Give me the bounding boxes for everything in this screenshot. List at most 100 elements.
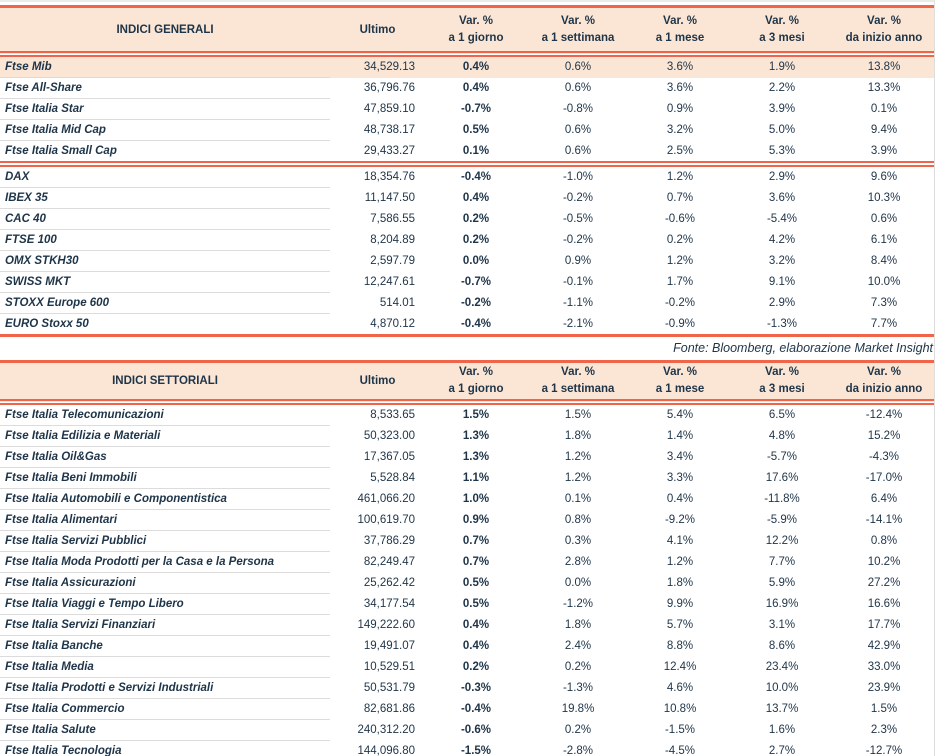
col-header-line1: Var. % xyxy=(867,366,901,378)
var-1-mese-cell: 3.4% xyxy=(666,451,694,463)
col-header-line2: a 1 mese xyxy=(655,383,705,395)
var-1-settimana-cell: 1.2% xyxy=(564,451,592,463)
var-3-mesi-cell: 1.6% xyxy=(768,724,796,736)
col-header-line1: Var. % xyxy=(765,15,799,27)
ultimo-cell: 8,533.65 xyxy=(370,409,415,422)
index-name-cell: Ftse Italia Servizi Finanziari xyxy=(0,614,330,636)
table-row: DAX 18,354.76 -0.4% -1.0% 1.2% 2.9% 9.6% xyxy=(0,161,935,188)
index-name-cell: Ftse Italia Alimentari xyxy=(0,509,330,531)
var-1-mese-cell: -9.2% xyxy=(664,514,696,526)
table-row: CAC 40 7,586.55 0.2% -0.5% -0.6% -5.4% 0.6% xyxy=(0,208,935,230)
table-row: EURO Stoxx 50 4,870.12 -0.4% -2.1% -0.9% -1.3… xyxy=(0,313,935,336)
var-1-giorno-cell: -0.6% xyxy=(460,724,492,736)
header-row: INDICI SETTORIALI Ultimo Var. % a 1 giorno V… xyxy=(0,360,935,405)
index-name-cell: Ftse All-Share xyxy=(0,77,330,99)
var-da-inizio-anno-cell: 10.2% xyxy=(867,556,901,568)
var-da-inizio-anno-cell: 10.3% xyxy=(867,192,901,204)
var-1-giorno-cell: 0.4% xyxy=(425,54,527,78)
var-1-mese-cell: 1.7% xyxy=(666,276,694,288)
var-1-settimana-cell: -1.1% xyxy=(562,297,594,309)
table-row: IBEX 35 11,147.50 0.4% -0.2% 0.7% 3.6% 10.3% xyxy=(0,187,935,209)
ultimo-cell: 17,367.05 xyxy=(363,451,415,463)
ultimo-cell: 461,066.20 xyxy=(357,493,415,505)
table-row: Ftse Italia Oil&Gas 17,367.05 1.3% 1.2% 3.4%… xyxy=(0,446,935,468)
col-header-var-da-inizio-anno: Var. % da inizio anno xyxy=(833,360,935,405)
var-1-settimana-cell: 0.9% xyxy=(564,255,592,267)
var-da-inizio-anno-cell: 17.7% xyxy=(867,619,901,631)
var-1-settimana-cell: -0.8% xyxy=(562,103,594,115)
ultimo-cell: 8,204.89 xyxy=(370,234,415,246)
var-1-giorno-cell: 0.5% xyxy=(462,124,490,136)
col-header-line1: Var. % xyxy=(561,15,595,27)
index-name-cell: Ftse Italia Automobili e Componentistica xyxy=(0,488,330,510)
table-row: Ftse Italia Moda Prodotti per la Casa e … xyxy=(0,551,935,573)
var-3-mesi-cell: 9.1% xyxy=(768,276,796,288)
var-da-inizio-anno-cell: 6.1% xyxy=(870,234,898,246)
var-1-settimana-cell: 0.2% xyxy=(564,661,592,673)
var-3-mesi-cell: -5.7% xyxy=(766,451,798,463)
ultimo-cell: 82,249.47 xyxy=(363,556,415,568)
table-row: Ftse Italia Salute 240,312.20 -0.6% 0.2% -1.… xyxy=(0,719,935,741)
var-da-inizio-anno-cell: 15.2% xyxy=(867,430,901,442)
table-row: Ftse Italia Servizi Pubblici 37,786.29 0.7… xyxy=(0,530,935,552)
var-da-inizio-anno-cell: 13.3% xyxy=(867,82,901,94)
var-1-settimana-cell: -2.1% xyxy=(562,317,594,330)
var-1-mese-cell: 0.4% xyxy=(666,493,694,505)
index-name-cell: STOXX Europe 600 xyxy=(0,292,330,314)
table-indici-settoriali: INDICI SETTORIALI Ultimo Var. % a 1 giorno V… xyxy=(0,360,935,756)
col-header-var-1-mese: Var. % a 1 mese xyxy=(629,360,731,405)
var-da-inizio-anno-cell: 0.8% xyxy=(870,535,898,547)
var-1-mese-cell: 3.3% xyxy=(666,472,694,484)
var-1-settimana-cell: 0.6% xyxy=(564,82,592,94)
var-3-mesi-cell: 8.6% xyxy=(768,640,796,652)
table-row: Ftse Italia Edilizia e Materiali 50,323.0… xyxy=(0,425,935,447)
ultimo-cell: 50,531.79 xyxy=(363,682,415,694)
col-header-line2: da inizio anno xyxy=(845,32,923,44)
var-1-mese-cell: 1.2% xyxy=(666,255,694,267)
var-1-mese-cell: 1.2% xyxy=(629,161,731,188)
var-1-giorno-cell: 0.1% xyxy=(462,144,490,157)
var-1-mese-cell: 1.2% xyxy=(666,556,694,568)
var-1-mese-cell: 8.8% xyxy=(666,640,694,652)
ultimo-cell: 36,796.76 xyxy=(363,82,415,94)
ultimo-cell: 82,681.86 xyxy=(363,703,415,715)
index-group: Ftse Mib 34,529.13 0.4% 0.6% 3.6% 1.9% 13.8% Ft… xyxy=(0,54,935,165)
table-row: Ftse All-Share 36,796.76 0.4% 0.6% 3.6% 2.2% 1… xyxy=(0,77,935,99)
col-header-line1: Var. % xyxy=(561,366,595,378)
var-3-mesi-cell: 1.9% xyxy=(731,54,833,78)
var-3-mesi-cell: -5.4% xyxy=(766,213,798,225)
var-1-settimana-cell: -0.1% xyxy=(562,276,594,288)
var-da-inizio-anno-cell: -14.1% xyxy=(865,514,903,526)
var-1-giorno-cell: 0.9% xyxy=(462,514,490,526)
index-name-cell: Ftse Italia Assicurazioni xyxy=(0,572,330,594)
table-indici-generali: INDICI GENERALI Ultimo Var. % a 1 giorno Var… xyxy=(0,5,935,337)
var-3-mesi-cell: 4.2% xyxy=(768,234,796,246)
var-3-mesi-cell: 12.2% xyxy=(765,535,799,547)
table-row: Ftse Italia Beni Immobili 5,528.84 1.1% 1.2… xyxy=(0,467,935,489)
var-1-settimana-cell: -1.3% xyxy=(562,682,594,694)
var-1-settimana-cell: 0.3% xyxy=(564,535,592,547)
var-1-settimana-cell: 0.6% xyxy=(527,54,629,78)
var-1-settimana-cell: 2.4% xyxy=(564,640,592,652)
var-1-giorno-cell: 0.4% xyxy=(462,82,490,94)
var-1-settimana-cell: 1.2% xyxy=(564,472,592,484)
ultimo-cell: 34,529.13 xyxy=(330,54,425,78)
var-1-mese-cell: 10.8% xyxy=(663,703,697,715)
var-da-inizio-anno-cell: 7.3% xyxy=(870,297,898,309)
index-name-cell: Ftse Italia Prodotti e Servizi Industria… xyxy=(0,677,330,699)
index-name-cell: Ftse Italia Small Cap xyxy=(0,140,330,165)
index-name-cell: Ftse Italia Commercio xyxy=(0,698,330,720)
var-1-mese-cell: 1.8% xyxy=(666,577,694,589)
var-1-giorno-cell: -0.4% xyxy=(460,317,492,330)
index-name-cell: Ftse Italia Beni Immobili xyxy=(0,467,330,489)
var-da-inizio-anno-cell: 33.0% xyxy=(867,661,901,673)
ultimo-cell: 11,147.50 xyxy=(364,192,415,204)
ultimo-cell: 514.01 xyxy=(379,297,415,309)
index-group: Ftse Italia Telecomunicazioni 8,533.65 1.5… xyxy=(0,402,935,756)
table-row: Ftse Italia Viaggi e Tempo Libero 34,177.… xyxy=(0,593,935,615)
header-row: INDICI GENERALI Ultimo Var. % a 1 giorno Var… xyxy=(0,5,935,57)
var-1-giorno-cell: 0.2% xyxy=(462,234,490,246)
col-header-line2: a 1 giorno xyxy=(448,383,504,395)
var-1-giorno-cell: 0.5% xyxy=(462,577,490,589)
table-row: Ftse Italia Telecomunicazioni 8,533.65 1.5… xyxy=(0,402,935,426)
